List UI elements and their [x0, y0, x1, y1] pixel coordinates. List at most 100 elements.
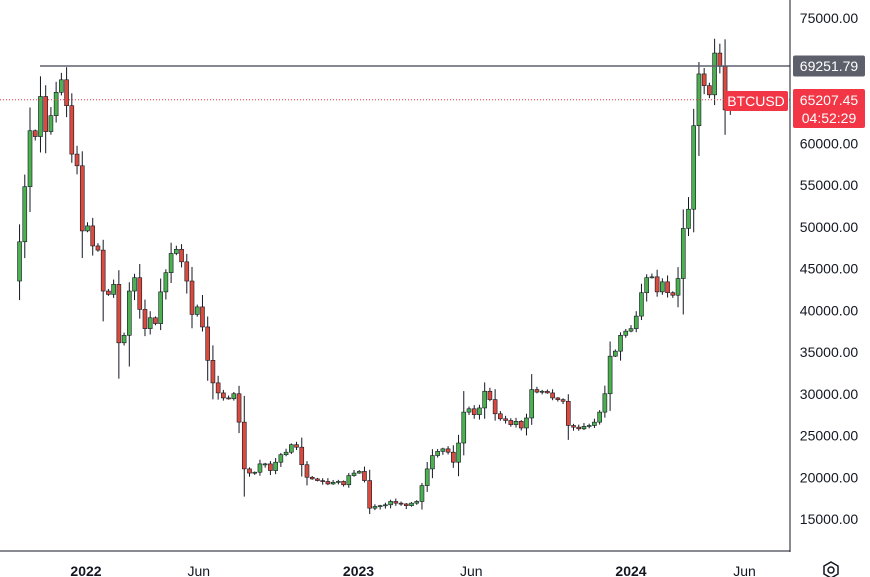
candle-down [215, 375, 221, 400]
candle-body [200, 306, 205, 328]
candle-down [707, 82, 712, 99]
symbol-label: BTCUSD [725, 91, 788, 111]
candle-down [304, 461, 310, 486]
candle-down [362, 466, 367, 483]
settings-gear-icon[interactable] [823, 561, 839, 577]
candle-body [398, 502, 404, 505]
candle-body [539, 390, 545, 393]
candle-up [696, 62, 702, 156]
candle-body [555, 397, 561, 400]
candle-down [179, 244, 184, 268]
horizontal-line-price-tag: 69251.79 [793, 55, 865, 77]
candle-body [597, 411, 602, 423]
candle-down [498, 411, 503, 421]
candle-body [315, 478, 320, 481]
candle-body [325, 481, 331, 485]
candle-down [717, 43, 723, 74]
candle-down [64, 67, 69, 118]
candle-body [304, 464, 310, 478]
candle-body [38, 96, 43, 137]
candle-body [210, 360, 216, 384]
candle-body [701, 73, 707, 86]
candle-body [79, 165, 85, 232]
candle-up [158, 278, 163, 331]
candle-down [106, 288, 111, 296]
candle-body [241, 421, 247, 470]
candle-up [147, 311, 153, 335]
price-tick-label: 75000.00 [800, 10, 859, 26]
candle-up [53, 81, 59, 123]
candle-down [398, 501, 404, 506]
candle-down [309, 475, 315, 480]
candle-up [289, 443, 294, 455]
candle-body [707, 85, 712, 96]
candle-body [231, 393, 237, 400]
candle-body [320, 480, 325, 482]
candle-down [95, 243, 101, 252]
candle-body [654, 276, 660, 293]
candle-up [686, 197, 691, 237]
candle-body [628, 328, 634, 332]
candle-down [100, 239, 106, 322]
candle-body [633, 315, 639, 329]
candle-up [111, 279, 116, 298]
candle-down [576, 424, 582, 431]
candle-body [22, 186, 28, 243]
candle-down [116, 270, 122, 379]
price-tick-label: 15000.00 [800, 511, 859, 527]
candle-up [127, 282, 132, 367]
candle-up [38, 76, 43, 153]
candle-body [534, 389, 540, 393]
candle-body [513, 421, 519, 425]
candle-body [341, 481, 346, 486]
candle-body [393, 501, 399, 504]
candle-down [534, 386, 540, 394]
candle-up [336, 479, 341, 485]
candle-body [571, 425, 576, 428]
candle-body [278, 454, 284, 463]
candle-body [142, 309, 148, 329]
candle-down [367, 469, 372, 515]
candle-up [283, 448, 289, 457]
candle-body [53, 92, 59, 116]
price-axis[interactable]: 75000.0070000.0060000.0055000.0050000.00… [800, 10, 859, 527]
candle-body [226, 397, 231, 400]
candle-up [660, 278, 665, 295]
candle-up [174, 245, 179, 256]
candle-up [529, 374, 535, 425]
candle-up [712, 38, 717, 106]
candle-body [409, 502, 414, 506]
time-axis[interactable]: 2022 Jun 2023 Jun 2024 Jun [70, 563, 755, 577]
candle-down [205, 316, 210, 381]
candle-down [189, 266, 195, 329]
candle-body [168, 253, 174, 273]
price-tick-label: 60000.00 [800, 135, 859, 151]
candle-body [153, 317, 158, 324]
candle-body [660, 281, 665, 293]
time-tick-label: 2024 [615, 563, 646, 577]
candle-body [602, 393, 608, 413]
candle-body [356, 471, 362, 474]
current-price-tag: 65207.45 04:52:29 [793, 89, 865, 128]
candle-body [644, 277, 649, 294]
candle-body [419, 485, 425, 502]
candle-body [247, 468, 252, 474]
time-tick-label: Jun [733, 563, 756, 577]
candle-body [163, 272, 169, 293]
candle-down [241, 395, 247, 497]
candle-body [299, 446, 305, 466]
candle-down [299, 437, 305, 477]
candle-body [508, 420, 514, 425]
time-tick-label: 2022 [70, 563, 101, 577]
candle-body [362, 471, 367, 481]
candle-down [43, 85, 48, 154]
price-tick-label: 50000.00 [800, 219, 859, 235]
candle-up [194, 304, 200, 317]
candle-body [435, 451, 440, 456]
candle-up [633, 311, 639, 333]
candle-body [414, 501, 420, 504]
candle-down [210, 345, 216, 400]
candle-up [680, 209, 686, 315]
candle-down [320, 478, 325, 485]
